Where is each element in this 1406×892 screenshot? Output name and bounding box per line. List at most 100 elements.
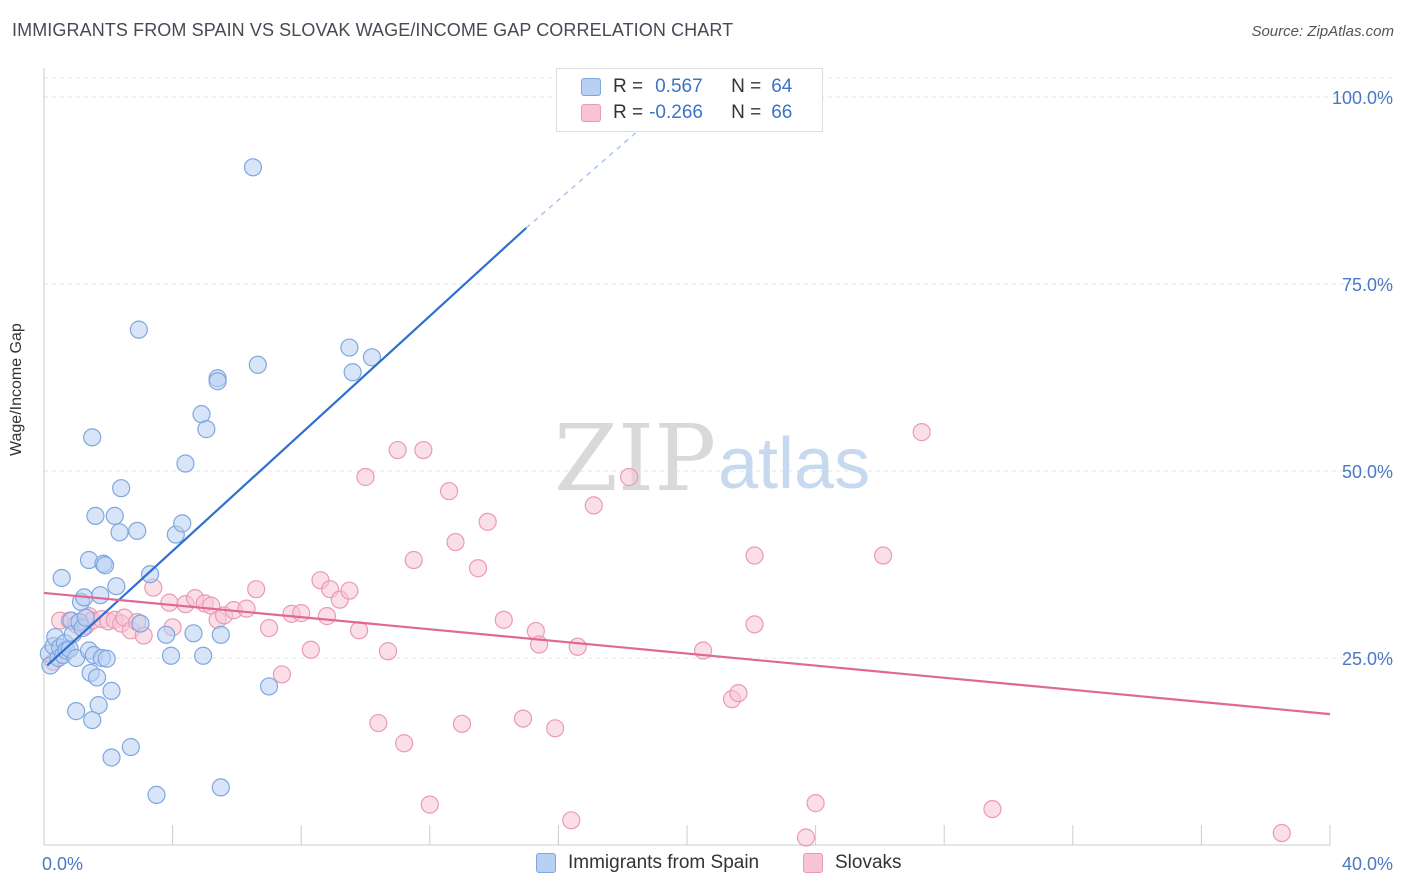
spain-point <box>105 506 124 525</box>
spain-point <box>340 338 359 357</box>
y-axis-label: Wage/Income Gap <box>8 323 25 456</box>
slovaks-point <box>439 482 459 501</box>
spain-point <box>343 363 362 382</box>
slovaks-point <box>513 709 533 728</box>
slovaks-point <box>247 580 266 599</box>
slovaks-point <box>259 618 279 638</box>
slovaks-point <box>394 734 414 753</box>
spain-point <box>87 668 107 687</box>
legend-label-spain: Immigrants from Spain <box>568 852 760 873</box>
spain-point <box>184 624 203 643</box>
spain-point <box>83 710 102 730</box>
slovaks-point <box>340 581 359 600</box>
spain-point <box>161 646 181 665</box>
tick-labels: 25.0% 50.0% 75.0% 100.0% 0.0% 40.0% <box>42 88 1393 874</box>
slovaks-point <box>378 642 398 661</box>
spain-trend-extension <box>525 132 637 229</box>
spain-point <box>211 625 230 644</box>
spain-point <box>97 649 116 668</box>
spain-point <box>211 778 230 797</box>
slovaks-point <box>404 550 423 570</box>
spain-point <box>91 586 110 605</box>
legend-n-label: N = <box>731 102 762 123</box>
slovaks-point <box>729 684 748 703</box>
spain-point <box>107 577 126 596</box>
slovaks-point <box>874 546 893 565</box>
legend-r-value: -0.266 <box>649 102 703 123</box>
spain-point <box>173 514 192 533</box>
watermark-zip: ZIP <box>554 405 716 512</box>
spain-point <box>362 348 382 367</box>
legend-item-spain[interactable]: Immigrants from Spain <box>536 852 759 874</box>
watermark: ZIP atlas <box>554 405 870 512</box>
spain-point <box>194 646 213 665</box>
spain-point <box>129 320 148 339</box>
legend-label-slovaks: Slovaks <box>835 852 902 873</box>
spain-point <box>86 506 105 525</box>
slovaks-point <box>452 714 472 733</box>
y-tick-label: 75.0% <box>1342 275 1393 295</box>
correlation-legend: R = 0.567 N = 64 R = -0.266 N = 66 <box>556 68 823 132</box>
spain-point <box>67 702 86 721</box>
legend-swatch-spain <box>536 853 556 873</box>
slovaks-point <box>292 604 311 623</box>
slovaks-point <box>546 719 565 738</box>
legend-r-value: 0.567 <box>655 76 703 97</box>
spain-point <box>121 737 140 757</box>
slovaks-point <box>745 546 764 565</box>
spain-point <box>52 568 71 588</box>
spain-point <box>112 479 131 498</box>
slovaks-point <box>796 828 816 847</box>
slovaks-point <box>494 610 513 629</box>
slovaks-point <box>356 467 375 487</box>
legend-r-label: R = <box>613 76 644 97</box>
spain-point <box>197 420 216 439</box>
slovaks-point <box>420 795 439 814</box>
legend-n-value: 66 <box>771 102 793 123</box>
slovaks-point <box>468 559 488 578</box>
legend-n-label: N = <box>731 76 762 97</box>
legend-row-spain: R = 0.567 N = 64 <box>581 75 792 99</box>
slovaks-point <box>745 615 764 634</box>
y-tick-label: 50.0% <box>1342 462 1393 482</box>
spain-point <box>89 696 108 715</box>
spain-point <box>208 372 227 391</box>
spain-point <box>83 428 102 447</box>
slovaks-point <box>160 593 179 612</box>
slovaks-point <box>983 799 1002 819</box>
legend-item-slovaks[interactable]: Slovaks <box>803 852 902 874</box>
slovaks-point <box>620 467 639 487</box>
x-tick-label-min: 0.0% <box>42 854 83 874</box>
spain-point <box>243 158 263 177</box>
slovaks-point <box>272 665 292 684</box>
slovaks-point <box>301 640 320 659</box>
spain-point <box>147 785 166 804</box>
legend-row-slovaks: R = -0.266 N = 66 <box>581 101 792 125</box>
slovaks-point <box>806 794 825 813</box>
slovaks-point <box>1272 823 1291 843</box>
spain-point <box>140 565 160 584</box>
source-label: Source: ZipAtlas.com <box>1251 23 1394 40</box>
slovaks-point <box>478 512 497 531</box>
spain-point <box>259 677 279 696</box>
spain-point <box>76 608 95 627</box>
legend-n-value: 64 <box>771 76 793 97</box>
watermark-atlas: atlas <box>718 424 870 504</box>
x-tick-label-max: 40.0% <box>1342 854 1393 874</box>
legend-swatch-spain <box>581 78 601 96</box>
slovaks-point <box>388 440 407 460</box>
slovaks-point <box>584 496 603 515</box>
slovaks-point <box>562 811 581 830</box>
spain-point <box>248 355 267 374</box>
slovaks-point <box>568 637 587 656</box>
spain-point <box>131 614 150 633</box>
spain-point <box>110 523 129 542</box>
chart-title: IMMIGRANTS FROM SPAIN VS SLOVAK WAGE/INC… <box>12 20 734 40</box>
slovaks-trend-line <box>43 591 1331 716</box>
slovaks-point <box>237 599 256 618</box>
spain-point <box>157 625 176 644</box>
legend-swatch-slovaks <box>803 853 823 873</box>
spain-trend-line <box>46 227 527 667</box>
series-legend: Immigrants from Spain Slovaks <box>0 852 1406 878</box>
